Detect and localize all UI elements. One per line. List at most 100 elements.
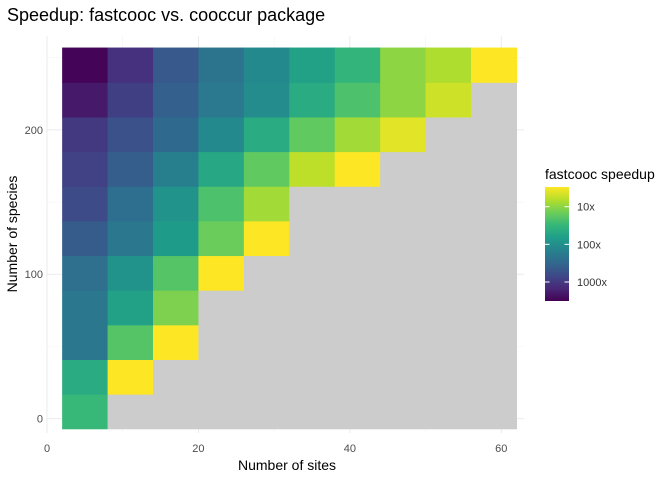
y-tick-label: 100 — [25, 269, 43, 281]
heatmap-cell-missing — [289, 220, 336, 257]
heatmap-cell-missing — [471, 324, 518, 360]
heatmap-cell — [153, 116, 200, 153]
heatmap-cell-missing — [153, 394, 200, 430]
heatmap-cell — [107, 255, 154, 291]
heatmap-cell — [380, 116, 427, 153]
heatmap-cell-missing — [471, 290, 518, 326]
heatmap-cell — [62, 290, 109, 326]
heatmap-cell — [62, 359, 109, 395]
heatmap-cell-missing — [198, 394, 245, 430]
heatmap-cell-missing — [334, 324, 381, 360]
heatmap-cell-missing — [289, 186, 336, 222]
heatmap-cell — [62, 82, 109, 118]
heatmap-cell-missing — [425, 290, 472, 326]
heatmap-cell-missing — [425, 151, 472, 187]
heatmap-cell-missing — [289, 394, 336, 430]
chart-title: Speedup: fastcooc vs. cooccur package — [7, 5, 325, 25]
x-tick-label: 0 — [44, 443, 50, 455]
heatmap-cell-missing — [198, 324, 245, 360]
legend-break-label: 1000x — [577, 277, 607, 289]
heatmap-cell-missing — [334, 359, 381, 395]
heatmap-cell — [471, 47, 518, 83]
heatmap-cell-missing — [471, 151, 518, 187]
heatmap-cell — [107, 116, 154, 153]
heatmap-cell-missing — [380, 151, 427, 187]
heatmap-cell-missing — [289, 324, 336, 360]
heatmap-cell — [62, 255, 109, 291]
heatmap-cell-missing — [471, 116, 518, 153]
heatmap-cell — [153, 82, 200, 118]
heatmap-cell — [198, 186, 245, 222]
heatmap-cell-missing — [243, 290, 290, 326]
heatmap-cell-missing — [425, 220, 472, 257]
heatmap-cell — [289, 151, 336, 187]
heatmap-cell-missing — [334, 255, 381, 291]
heatmap-cell-missing — [471, 255, 518, 291]
heatmap-cell-missing — [243, 359, 290, 395]
heatmap-cell-missing — [471, 394, 518, 430]
heatmap-cell — [107, 290, 154, 326]
heatmap-cell — [107, 186, 154, 222]
legend-title: fastcooc speedup — [545, 166, 655, 182]
x-axis-ticks: 0 20 40 60 — [44, 443, 507, 455]
heatmap-cell — [334, 151, 381, 187]
heatmap-cell-missing — [289, 359, 336, 395]
x-axis-title: Number of sites — [238, 457, 336, 473]
heatmap-cell-missing — [380, 220, 427, 257]
heatmap-cell-missing — [380, 255, 427, 291]
heatmap-cell-missing — [153, 359, 200, 395]
heatmap-cell — [289, 47, 336, 83]
heatmap-cell — [153, 186, 200, 222]
heatmap-cell — [380, 47, 427, 83]
heatmap-cell — [198, 151, 245, 187]
heatmap-cell — [425, 47, 472, 83]
heatmap-cell-missing — [198, 290, 245, 326]
heatmap-cell — [107, 82, 154, 118]
heatmap-cell — [380, 82, 427, 118]
heatmap-cell-missing — [425, 359, 472, 395]
heatmap-cell-missing — [380, 394, 427, 430]
heatmap-cell — [107, 359, 154, 395]
legend-breaks: 10x 100x 1000x — [545, 202, 607, 289]
heatmap-cell — [425, 82, 472, 118]
y-tick-label: 0 — [37, 414, 43, 426]
heatmap-cell — [153, 47, 200, 83]
heatmap-cell-missing — [334, 290, 381, 326]
heatmap-cell-missing — [198, 359, 245, 395]
heatmap-cell — [289, 116, 336, 153]
heatmap-cell-missing — [425, 186, 472, 222]
heatmap-cell-missing — [243, 394, 290, 430]
heatmap-cell — [243, 186, 290, 222]
heatmap-cell-missing — [471, 220, 518, 257]
heatmap-cell — [107, 47, 154, 83]
heatmap-cell — [198, 220, 245, 257]
heatmap-cell — [62, 394, 109, 430]
heatmap-cell — [243, 151, 290, 187]
heatmap-cell-missing — [289, 255, 336, 291]
heatmap-cell-missing — [425, 116, 472, 153]
heatmap-cell-missing — [334, 220, 381, 257]
y-axis-ticks: 0 100 200 — [25, 125, 43, 426]
legend-break-label: 10x — [577, 202, 595, 214]
heatmap-cell-missing — [243, 255, 290, 291]
heatmap-cell — [334, 47, 381, 83]
heatmap-cell — [198, 47, 245, 83]
heatmap-cell — [62, 116, 109, 153]
heatmap-cell — [334, 116, 381, 153]
heatmap-cell — [243, 220, 290, 257]
heatmap-cell — [107, 220, 154, 257]
heatmap-cell — [62, 47, 109, 83]
heatmap-cell-missing — [471, 186, 518, 222]
heatmap-cell — [153, 324, 200, 360]
heatmap-cell — [62, 151, 109, 187]
heatmap-cell — [153, 255, 200, 291]
heatmap-cell-missing — [471, 359, 518, 395]
heatmap-cell-missing — [380, 186, 427, 222]
heatmap-cell-missing — [107, 394, 154, 430]
heatmap-cell-missing — [425, 255, 472, 291]
heatmap-cell — [198, 116, 245, 153]
heatmap-cell — [198, 82, 245, 118]
heatmap-cell-missing — [425, 394, 472, 430]
heatmap-cell — [243, 47, 290, 83]
